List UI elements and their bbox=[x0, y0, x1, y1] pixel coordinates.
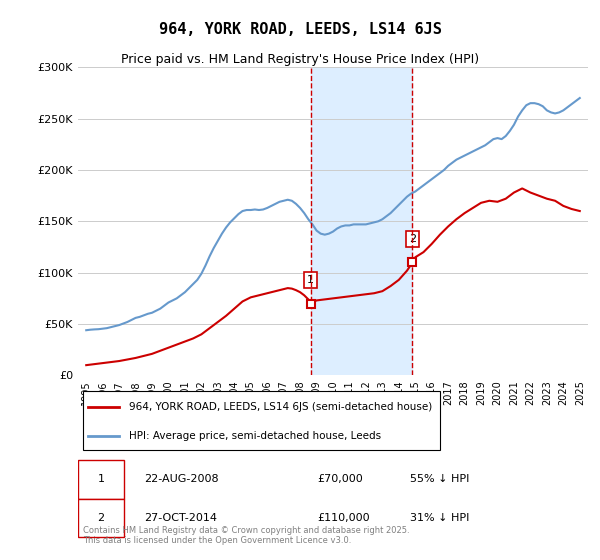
Text: HPI: Average price, semi-detached house, Leeds: HPI: Average price, semi-detached house,… bbox=[129, 431, 381, 441]
Text: 31% ↓ HPI: 31% ↓ HPI bbox=[409, 512, 469, 522]
Text: 1: 1 bbox=[97, 474, 104, 484]
FancyBboxPatch shape bbox=[78, 498, 124, 536]
FancyBboxPatch shape bbox=[78, 460, 124, 498]
Text: Price paid vs. HM Land Registry's House Price Index (HPI): Price paid vs. HM Land Registry's House … bbox=[121, 53, 479, 66]
Text: 2: 2 bbox=[409, 234, 416, 244]
Text: 964, YORK ROAD, LEEDS, LS14 6JS: 964, YORK ROAD, LEEDS, LS14 6JS bbox=[158, 22, 442, 38]
Text: £70,000: £70,000 bbox=[318, 474, 364, 484]
Text: 2: 2 bbox=[97, 512, 104, 522]
Text: 964, YORK ROAD, LEEDS, LS14 6JS (semi-detached house): 964, YORK ROAD, LEEDS, LS14 6JS (semi-de… bbox=[129, 402, 432, 412]
Text: £110,000: £110,000 bbox=[318, 512, 370, 522]
Text: 55% ↓ HPI: 55% ↓ HPI bbox=[409, 474, 469, 484]
FancyBboxPatch shape bbox=[83, 391, 440, 450]
Bar bbox=[311, 67, 412, 375]
Text: 27-OCT-2014: 27-OCT-2014 bbox=[145, 512, 217, 522]
Text: Contains HM Land Registry data © Crown copyright and database right 2025.
This d: Contains HM Land Registry data © Crown c… bbox=[83, 526, 410, 545]
Text: 22-AUG-2008: 22-AUG-2008 bbox=[145, 474, 219, 484]
Text: 1: 1 bbox=[307, 275, 314, 285]
